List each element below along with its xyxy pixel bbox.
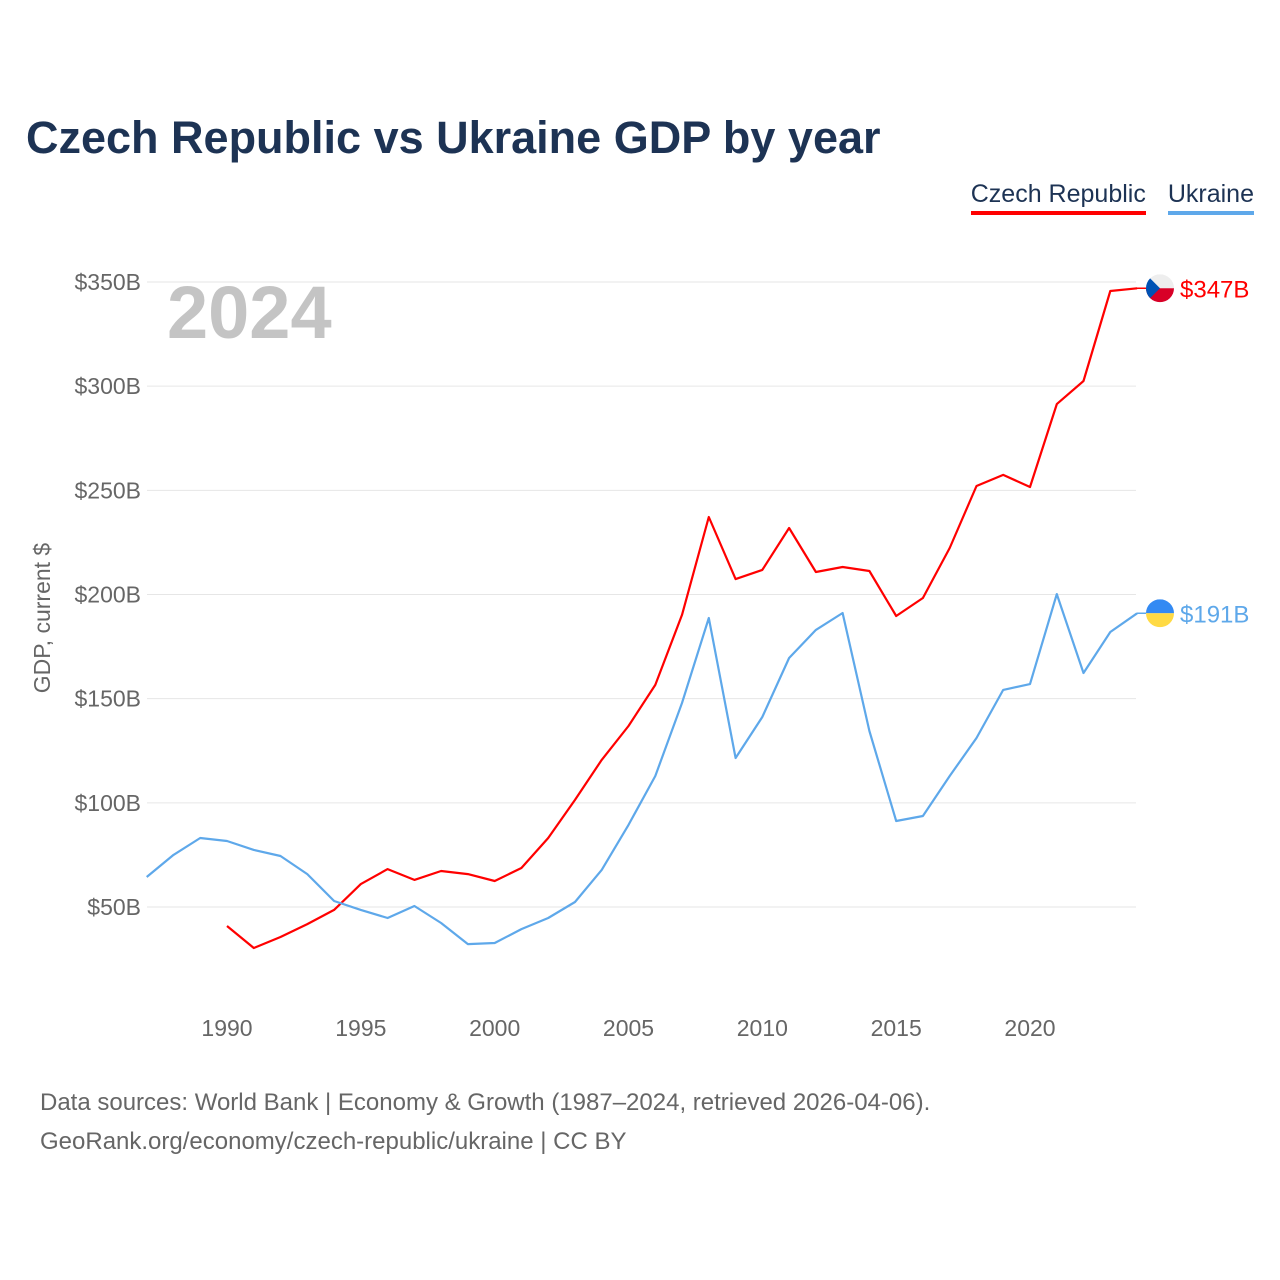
flag-shape [1146,274,1174,303]
x-tick-label: 1995 [335,1015,386,1041]
legend-item-czech-republic[interactable]: Czech Republic [970,180,1146,215]
x-tick-label: 1990 [201,1015,252,1041]
end-value-label: $191B [1180,601,1249,628]
y-tick-label: $100B [74,790,141,816]
y-tick-label: $300B [74,373,141,399]
legend-item-ukraine[interactable]: Ukraine [1167,180,1254,215]
footer: Data sources: World Bank | Economy & Gro… [40,1083,930,1161]
end-value-label: $347B [1180,276,1249,303]
year-watermark: 2024 [167,271,332,354]
y-axis-label: GDP, current $ [29,543,55,694]
ukraine-flag-icon [1146,599,1174,628]
footer-link[interactable]: GeoRank.org/economy/czech-republic/ukrai… [40,1128,627,1155]
x-tick-label: 2020 [1004,1015,1055,1041]
x-tick-label: 2010 [737,1015,788,1041]
czech-flag-icon [1146,274,1174,303]
series-line-ukraine [146,593,1138,946]
y-tick-label: $150B [74,686,141,712]
x-tick-label: 2000 [469,1015,520,1041]
flag-blue [1146,599,1174,614]
flag-yellow [1146,613,1174,628]
footer-sources: Data sources: World Bank | Economy & Gro… [40,1089,931,1116]
y-tick-label: $250B [74,477,141,503]
y-tick-label: $350B [74,269,141,295]
flag-shape [1146,599,1174,628]
legend: Czech Republic Ukraine [970,180,1254,215]
x-tick-label: 2015 [871,1015,922,1041]
x-tick-label: 2005 [603,1015,654,1041]
chart-title: Czech Republic vs Ukraine GDP by year [26,112,881,163]
flag-blue [1146,274,1160,303]
series-line-czech-republic [226,287,1138,950]
y-tick-label: $200B [74,582,141,608]
y-tick-label: $50B [87,894,141,920]
